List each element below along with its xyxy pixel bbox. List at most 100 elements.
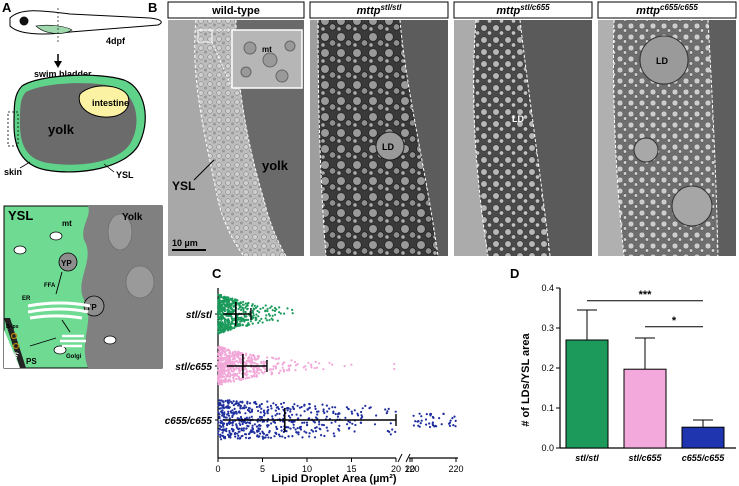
em-title-3-gene: mttp [496, 5, 520, 17]
c-data-point [337, 427, 340, 431]
schematic-b-lps: B-lps [6, 324, 19, 330]
c-data-point [231, 424, 234, 427]
c-data-point [322, 424, 325, 427]
c-data-point [248, 402, 252, 405]
c-data-point [303, 421, 306, 424]
c-data-point [230, 326, 233, 329]
c-data-point [431, 421, 434, 424]
c-data-point [266, 420, 269, 423]
c-data-point [264, 317, 267, 320]
c-data-point [234, 368, 238, 371]
c-data-point [260, 416, 263, 419]
c-data-point [245, 363, 248, 366]
c-data-point [229, 323, 232, 327]
c-data-point [334, 412, 337, 416]
c-data-point [386, 410, 389, 413]
swim-bladder-label: swim bladder [34, 69, 92, 79]
em-ysl-label: YSL [172, 179, 195, 193]
c-data-point [278, 306, 281, 309]
c-data-point [239, 369, 242, 372]
c-data-point [230, 317, 233, 320]
c-data-point [221, 431, 224, 434]
c-data-point [313, 367, 316, 370]
c-data-point [231, 409, 234, 412]
c-data-point [287, 414, 290, 418]
c-data-point [240, 417, 243, 420]
c-data-point [337, 412, 341, 415]
c-data-point [218, 353, 221, 356]
c-data-point [237, 356, 240, 359]
c-data-point [232, 376, 235, 380]
c-data-point [302, 366, 305, 369]
c-data-point [246, 370, 249, 373]
panel-letter-a: A [2, 0, 12, 15]
c-data-point [321, 403, 324, 406]
c-data-point [254, 306, 258, 309]
c-data-point [235, 423, 238, 426]
c-data-point [237, 302, 241, 305]
c-data-point [233, 319, 236, 322]
c-data-point [239, 404, 242, 407]
c-data-point [257, 321, 260, 324]
c-data-point [257, 409, 260, 412]
c-data-point [228, 431, 231, 434]
c-data-point [236, 322, 239, 325]
c-data-point [221, 409, 224, 412]
c-data-point [262, 409, 266, 412]
c-data-point [227, 410, 230, 413]
c-data-point [238, 367, 241, 370]
c-data-point [228, 417, 231, 420]
c-data-point [223, 372, 226, 375]
c-data-point [219, 308, 222, 311]
c-data-point [266, 400, 269, 403]
c-data-point [240, 317, 243, 320]
c-data-point [227, 370, 230, 373]
c-data-point [240, 368, 243, 371]
c-data-point [309, 364, 313, 367]
c-data-point [224, 377, 227, 380]
c-data-point [256, 369, 259, 372]
c-data-point [242, 307, 245, 310]
c-data-point [451, 417, 454, 420]
c-data-point [222, 297, 226, 300]
c-data-point [225, 422, 229, 425]
c-data-point [245, 368, 248, 371]
c-data-point [307, 361, 310, 364]
c-data-point [286, 307, 289, 310]
c-data-point [217, 293, 220, 297]
c-data-point [228, 434, 231, 438]
c-data-point [245, 352, 248, 355]
c-data-point [303, 430, 306, 433]
c-data-point [321, 423, 324, 426]
c-data-point [244, 306, 247, 309]
c-data-point [224, 381, 227, 384]
c-data-point [253, 375, 256, 378]
c-data-point [312, 430, 315, 433]
c-data-point [298, 426, 302, 429]
c-data-point [271, 415, 274, 418]
c-data-point [334, 406, 337, 409]
c-data-point [246, 307, 249, 310]
c-data-point [250, 429, 253, 432]
c-data-point [294, 369, 297, 372]
panel-b: B wild-type mt yolk YSL 10 µm [148, 0, 737, 257]
c-axis-break-mark [405, 453, 411, 463]
c-data-point [239, 362, 242, 365]
c-data-point [304, 368, 307, 371]
em-yolk-label: yolk [262, 158, 289, 173]
em-title-4-gene: mttp [636, 5, 660, 17]
c-data-point [274, 367, 278, 370]
c-data-point [248, 370, 251, 373]
c-data-point [265, 319, 269, 322]
c-data-point [223, 422, 226, 425]
c-data-point [276, 319, 279, 322]
svg-text:mttpstl/c655: mttpstl/c655 [496, 3, 550, 17]
c-data-point [228, 305, 231, 308]
c-data-point [217, 362, 220, 365]
c-data-point [284, 436, 287, 439]
c-data-point [217, 320, 220, 323]
c-data-point [218, 413, 221, 416]
c-data-point [253, 358, 256, 361]
c-x-tick-label: 220 [448, 464, 463, 474]
c-data-point [350, 410, 353, 413]
